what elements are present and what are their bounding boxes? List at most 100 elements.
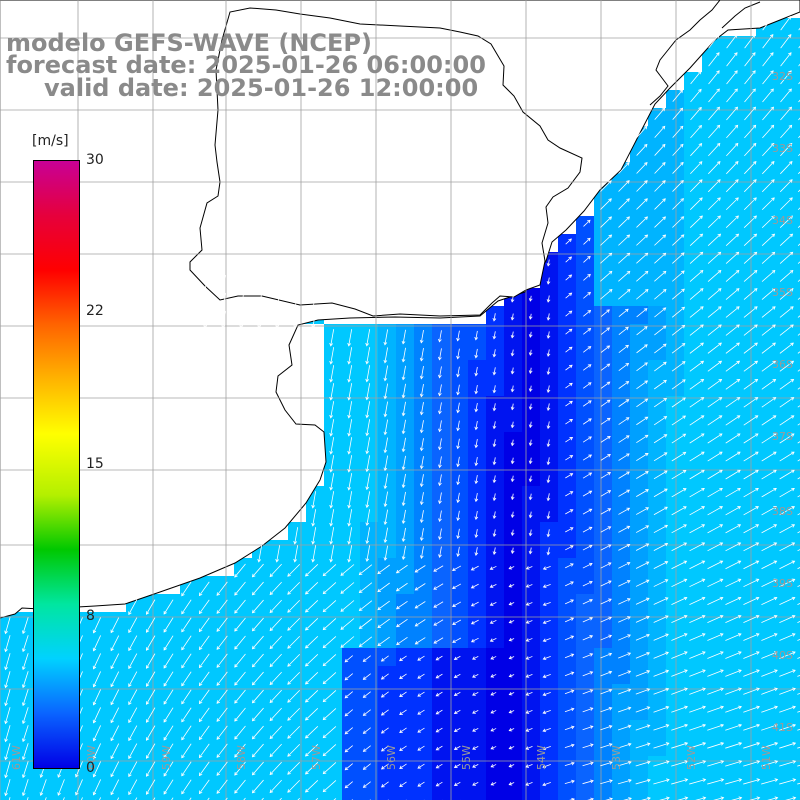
wind-arrow [344, 727, 353, 735]
wind-arrow [203, 293, 209, 311]
wind-arrow [600, 634, 613, 641]
wind-arrow [762, 88, 774, 103]
wind-cell [18, 792, 36, 800]
wind-arrow [344, 655, 354, 663]
wind-arrow [671, 506, 687, 516]
wind-arrow [564, 617, 575, 623]
wind-arrow [653, 398, 668, 408]
wind-arrow [322, 780, 337, 793]
wind-arrow [92, 653, 102, 670]
wind-arrow [690, 161, 703, 175]
wind-arrow [365, 347, 371, 365]
wind-arrow [92, 617, 102, 634]
wind-arrow [146, 725, 156, 741]
wind-arrow [653, 561, 669, 569]
wind-cell [792, 108, 800, 126]
wind-arrow [419, 366, 424, 380]
wind-arrow [600, 252, 613, 264]
wind-cell [792, 90, 800, 108]
wind-arrow [583, 309, 592, 317]
wind-arrow [198, 689, 210, 705]
wind-arrow [542, 691, 551, 697]
wind-arrow [287, 581, 301, 595]
wind-arrow [146, 671, 156, 687]
wind-arrow [671, 379, 686, 390]
wind-arrow [456, 348, 460, 360]
wind-arrow [600, 381, 611, 389]
wind-arrow [636, 125, 648, 138]
wind-arrow [635, 615, 650, 623]
wind-arrow [779, 614, 796, 623]
wind-cell [162, 792, 180, 800]
wind-arrow [762, 124, 775, 139]
wind-arrow [362, 709, 371, 716]
wind-arrow [542, 584, 551, 588]
wind-arrow [4, 779, 11, 797]
wind-arrow [128, 599, 138, 616]
latitude-label: 32S [772, 70, 793, 83]
wind-arrow [305, 618, 319, 631]
wind-arrow [399, 781, 407, 787]
wind-arrow [287, 599, 301, 613]
wind-arrow [617, 724, 632, 731]
wind-arrow [305, 780, 319, 793]
wind-arrow [565, 274, 573, 281]
wind-arrow [618, 507, 631, 515]
wind-cell [792, 774, 800, 792]
wind-arrow [743, 197, 757, 211]
wind-arrow [779, 233, 794, 246]
wind-arrow [329, 347, 335, 365]
wind-arrow [510, 529, 515, 537]
wind-arrow [761, 633, 778, 641]
wind-arrow [600, 472, 612, 479]
longitude-label: 53W [610, 745, 623, 770]
wind-cell [738, 792, 756, 800]
wind-arrow [779, 687, 796, 695]
wind-arrow [419, 546, 424, 559]
wind-arrow [708, 124, 721, 139]
latitude-label: 33S [772, 142, 793, 155]
wind-arrow [395, 564, 408, 574]
wind-arrow [725, 651, 742, 659]
wind-arrow [474, 457, 479, 467]
wind-arrow [456, 402, 460, 414]
wind-arrow [653, 452, 668, 462]
wind-arrow [707, 342, 722, 354]
wind-arrow [198, 581, 210, 597]
wind-arrow [92, 725, 102, 742]
wind-arrow [546, 331, 551, 339]
wind-arrow [779, 469, 795, 480]
wind-arrow [347, 365, 353, 383]
wind-arrow [257, 275, 263, 293]
wind-arrow [671, 596, 688, 606]
wind-arrow [435, 781, 443, 787]
wind-arrow [617, 760, 632, 767]
wind-arrow [419, 438, 424, 452]
wind-arrow [779, 633, 796, 641]
wind-arrow [743, 397, 759, 408]
wind-cell [792, 594, 800, 612]
wind-arrow [546, 529, 551, 538]
wind-arrow [743, 342, 758, 354]
wind-arrow [689, 524, 706, 534]
wind-arrow [762, 70, 774, 85]
wind-arrow [762, 52, 774, 67]
wind-arrow [653, 742, 670, 749]
wind-arrow [417, 673, 425, 679]
wind-arrow [707, 360, 723, 372]
wind-cell [774, 792, 792, 800]
wind-arrow [743, 469, 759, 480]
wind-arrow [163, 725, 174, 741]
wind-arrow [671, 760, 689, 767]
wind-arrow [510, 547, 515, 554]
wind-arrow [269, 707, 282, 722]
wind-arrow [305, 600, 319, 613]
wind-arrow [726, 124, 739, 139]
wind-arrow [438, 438, 442, 451]
wind-arrow [618, 326, 629, 336]
wind-arrow [707, 578, 724, 588]
wind-arrow [689, 415, 705, 426]
wind-arrow [654, 288, 667, 300]
wind-arrow [743, 506, 760, 516]
wind-arrow [490, 728, 497, 732]
